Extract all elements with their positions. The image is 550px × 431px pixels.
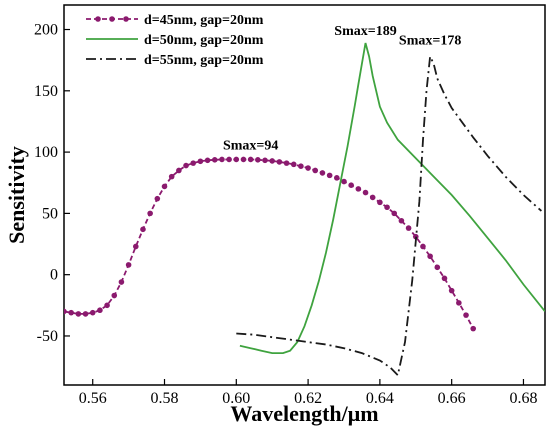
series-point [463, 312, 469, 318]
x-tick-label: 0.62 [294, 390, 322, 407]
legend-label: d=50nm, gap=20nm [144, 33, 264, 48]
series-point [147, 210, 153, 217]
x-tick-label: 0.58 [151, 390, 179, 407]
y-axis-ticks: -50 0 50 100 150 200 [34, 22, 70, 345]
series-point [140, 226, 146, 233]
series-point [168, 173, 175, 180]
legend-marker [109, 16, 115, 22]
y-axis-title: Sensitivity [4, 146, 29, 244]
series-point [161, 183, 168, 190]
y-tick-label: 50 [42, 205, 58, 222]
series-point [68, 309, 74, 316]
series-point [348, 182, 354, 188]
x-tick-label: 0.68 [509, 390, 537, 407]
legend-label: d=55nm, gap=20nm [144, 53, 264, 68]
y-tick-label: 100 [34, 144, 58, 161]
series-layer [64, 42, 545, 378]
series-point [441, 275, 448, 282]
smax-annotation: Smax=94 [223, 138, 278, 153]
series-point [118, 279, 125, 285]
series-point [398, 217, 405, 224]
x-axis-title: Wavelength/μm [230, 401, 378, 426]
legend-label: d=45nm, gap=20nm [144, 13, 264, 28]
series-point [255, 157, 261, 163]
series-point [391, 210, 398, 217]
series-point [427, 253, 433, 260]
series-point [369, 194, 376, 201]
series-point [448, 287, 455, 294]
x-tick-label: 0.66 [438, 390, 466, 407]
series-point [75, 311, 82, 317]
series-point [312, 167, 319, 174]
series-point [377, 199, 383, 206]
series-point [226, 156, 232, 163]
series-point [176, 167, 182, 174]
series-point [305, 165, 311, 171]
legend: d=45nm, gap=20nm d=50nm, gap=20nm d=55nm, … [86, 13, 264, 68]
series-point [89, 309, 96, 316]
series-point [276, 159, 283, 165]
series-point [470, 325, 477, 332]
series-point [104, 302, 110, 309]
series-point [233, 156, 240, 163]
series-point [197, 158, 204, 165]
series-point [211, 157, 218, 163]
series-point [190, 160, 197, 166]
smax-annotation: Smax=189 [334, 24, 396, 39]
series-point [434, 264, 441, 271]
series-point [290, 161, 297, 168]
series-point [154, 195, 161, 202]
series-point [97, 307, 103, 314]
legend-marker [95, 16, 101, 22]
series-point [82, 311, 89, 317]
series-point [283, 160, 290, 166]
series-point [111, 292, 118, 299]
series-point [362, 189, 369, 196]
x-tick-label: 0.64 [366, 390, 394, 407]
y-tick-label: -50 [37, 328, 58, 345]
y-tick-label: 200 [34, 22, 58, 39]
legend-marker [123, 16, 129, 22]
series-point [64, 308, 67, 315]
series-point [125, 262, 132, 268]
x-tick-label: 0.56 [79, 390, 107, 407]
smax-annotation: Smax=178 [399, 33, 461, 48]
series-point [405, 225, 412, 231]
series-point [132, 243, 139, 250]
series-line-d-55nm-gap-20nm [236, 53, 542, 378]
x-tick-label: 0.60 [222, 390, 250, 407]
series-point [247, 156, 254, 163]
series-point [319, 170, 326, 176]
series-point [269, 158, 275, 164]
series-line-d-45nm-gap-20nm [64, 158, 474, 330]
y-tick-label: 150 [34, 83, 58, 100]
series-point [420, 243, 426, 250]
series-point [341, 178, 347, 185]
series-point [219, 156, 225, 163]
series-point [262, 157, 268, 164]
plot-frame [63, 4, 546, 386]
series-point [355, 186, 362, 192]
series-point [334, 175, 340, 181]
series-point [456, 300, 462, 306]
series-point [183, 162, 189, 169]
x-axis-ticks: 0.56 0.58 0.60 0.62 0.64 0.66 0.68 [79, 379, 537, 407]
series-point [240, 156, 247, 163]
series-point [298, 163, 304, 169]
series-point [326, 172, 333, 179]
series-line-d-50nm-gap-20nm [239, 42, 545, 354]
series-point [204, 157, 211, 164]
series-point [384, 204, 390, 211]
y-tick-label: 0 [50, 267, 58, 284]
